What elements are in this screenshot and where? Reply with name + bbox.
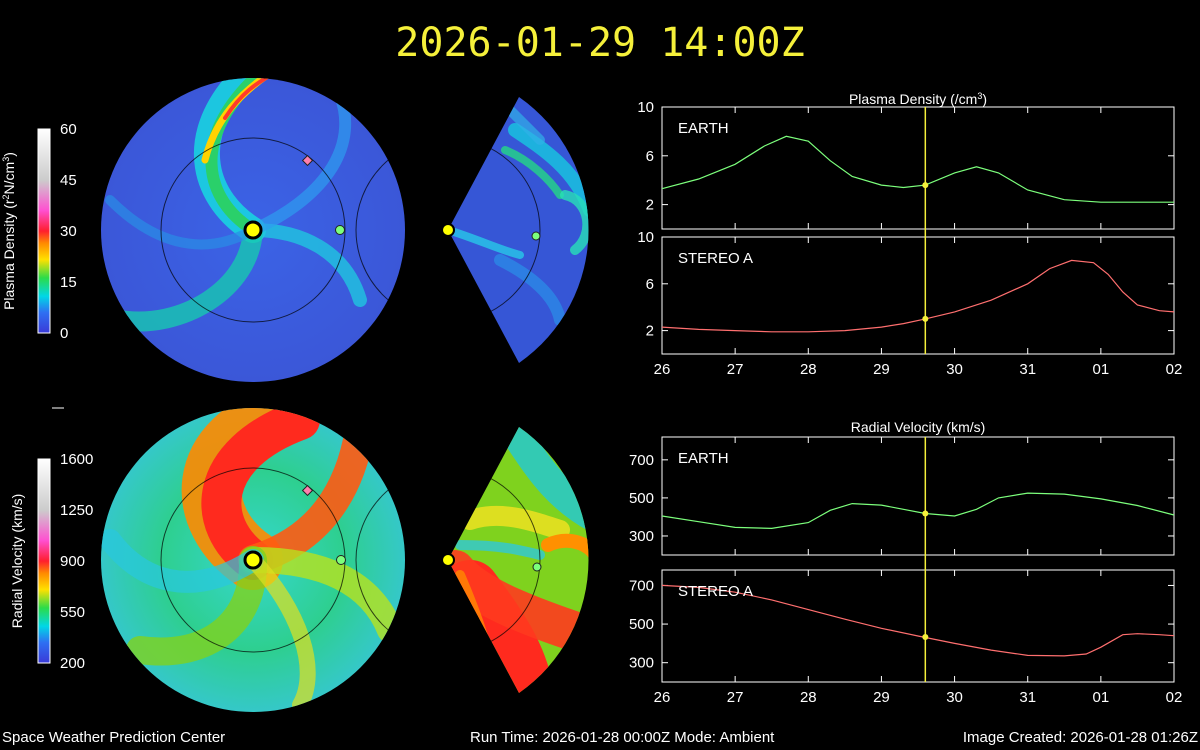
x-tick-label: 29 — [873, 689, 890, 706]
x-tick-label: 29 — [873, 361, 890, 378]
chart-title: Radial Velocity (km/s) — [851, 419, 986, 435]
y-tick-label: 10 — [637, 99, 654, 116]
x-tick-label: 26 — [654, 689, 671, 706]
series-label: STEREO A — [678, 250, 753, 267]
earth-position-icon — [531, 231, 541, 241]
y-tick-label: 6 — [646, 148, 654, 165]
series-line-stereo-a — [661, 584, 1175, 657]
time-series-panel: Radial Velocity (km/s) 300 500 700 EARTH — [629, 419, 1175, 556]
y-tick-label: 500 — [629, 490, 654, 507]
plot-frame — [661, 569, 1175, 683]
x-tick-label: 02 — [1166, 689, 1183, 706]
y-tick-label: 10 — [637, 229, 654, 246]
series-line-earth — [661, 492, 1175, 530]
x-tick-label: 31 — [1019, 689, 1036, 706]
y-tick-label: 500 — [629, 616, 654, 633]
y-tick-label: 6 — [646, 276, 654, 293]
x-tick-label: 26 — [654, 361, 671, 378]
density-colorbar: Plasma Density (r2N/cm3) 60 45 30 15 0 — [1, 121, 77, 342]
current-value-point — [922, 634, 929, 641]
velocity-meridional-map — [355, 427, 589, 693]
y-tick-label: 300 — [629, 655, 654, 672]
sun-icon — [243, 550, 263, 570]
density-ecliptic-map — [101, 78, 405, 382]
x-tick-label: 28 — [800, 361, 817, 378]
density-colorbar-tick: 60 — [60, 121, 77, 138]
density-colorbar-tick: 0 — [60, 325, 68, 342]
x-tick-label: 31 — [1019, 361, 1036, 378]
density-meridional-map — [355, 97, 589, 363]
x-tick-label: 30 — [946, 361, 963, 378]
sun-icon — [243, 220, 263, 240]
x-tick-label: 02 — [1166, 361, 1183, 378]
plot-frame — [661, 236, 1175, 355]
earth-position-icon — [532, 562, 542, 572]
velocity-colorbar-tick: 550 — [60, 604, 85, 621]
velocity-colorbar-tick: 1250 — [60, 502, 93, 519]
footer-run-info: Run Time: 2026-01-28 00:00Z Mode: Ambien… — [470, 729, 775, 746]
plot-frame — [661, 106, 1175, 230]
current-value-point — [922, 510, 929, 517]
density-colorbar-tick: 30 — [60, 223, 77, 240]
density-colorbar-tick: 45 — [60, 172, 77, 189]
velocity-colorbar-tick: 900 — [60, 553, 85, 570]
chart-title: Plasma Density (/cm3) — [849, 91, 987, 107]
time-series-panel: 300 500 700 26 27 28 29 30 31 01 02 STEREO A — [629, 569, 1183, 706]
footer-image-created: Image Created: 2026-01-28 01:26Z — [962, 729, 1198, 746]
series-label: EARTH — [678, 450, 729, 467]
current-value-point — [922, 315, 929, 322]
y-tick-label: 300 — [629, 528, 654, 545]
series-line-earth — [661, 135, 1174, 203]
footer-organization: Space Weather Prediction Center — [2, 729, 226, 746]
x-tick-label: 28 — [800, 689, 817, 706]
y-tick-label: 700 — [629, 452, 654, 469]
stereo-a-position-icon — [301, 154, 314, 167]
sun-icon — [441, 553, 455, 567]
velocity-colorbar: Radial Velocity (km/s) 1600 1250 900 550 200 — [9, 451, 93, 672]
earth-position-icon — [335, 225, 345, 235]
velocity-ecliptic-map — [101, 408, 405, 712]
series-line-stereo-a — [661, 259, 1175, 333]
series-label: EARTH — [678, 120, 729, 137]
sun-icon — [441, 223, 455, 237]
time-series-panel: Plasma Density (/cm3) 2 6 10 EARTH — [637, 91, 1175, 230]
y-tick-label: 700 — [629, 577, 654, 594]
velocity-colorbar-tick: 1600 — [60, 451, 93, 468]
x-tick-label: 27 — [727, 689, 744, 706]
forecast-timestamp: 2026-01-29 14:00Z — [395, 20, 805, 66]
density-colorbar-label: Plasma Density (r2N/cm3) — [1, 152, 17, 310]
series-label: STEREO A — [678, 583, 753, 600]
current-value-point — [922, 182, 929, 189]
y-tick-label: 2 — [646, 197, 654, 214]
x-tick-label: 01 — [1093, 361, 1110, 378]
earth-position-icon — [336, 555, 346, 565]
velocity-colorbar-label: Radial Velocity (km/s) — [9, 494, 25, 629]
stereo-a-position-icon — [301, 484, 314, 497]
y-tick-label: 2 — [646, 323, 654, 340]
density-colorbar-tick: 15 — [60, 274, 77, 291]
x-tick-label: 01 — [1093, 689, 1110, 706]
plot-frame — [661, 436, 1175, 556]
x-tick-label: 27 — [727, 361, 744, 378]
x-tick-label: 30 — [946, 689, 963, 706]
velocity-colorbar-tick: 200 — [60, 655, 85, 672]
